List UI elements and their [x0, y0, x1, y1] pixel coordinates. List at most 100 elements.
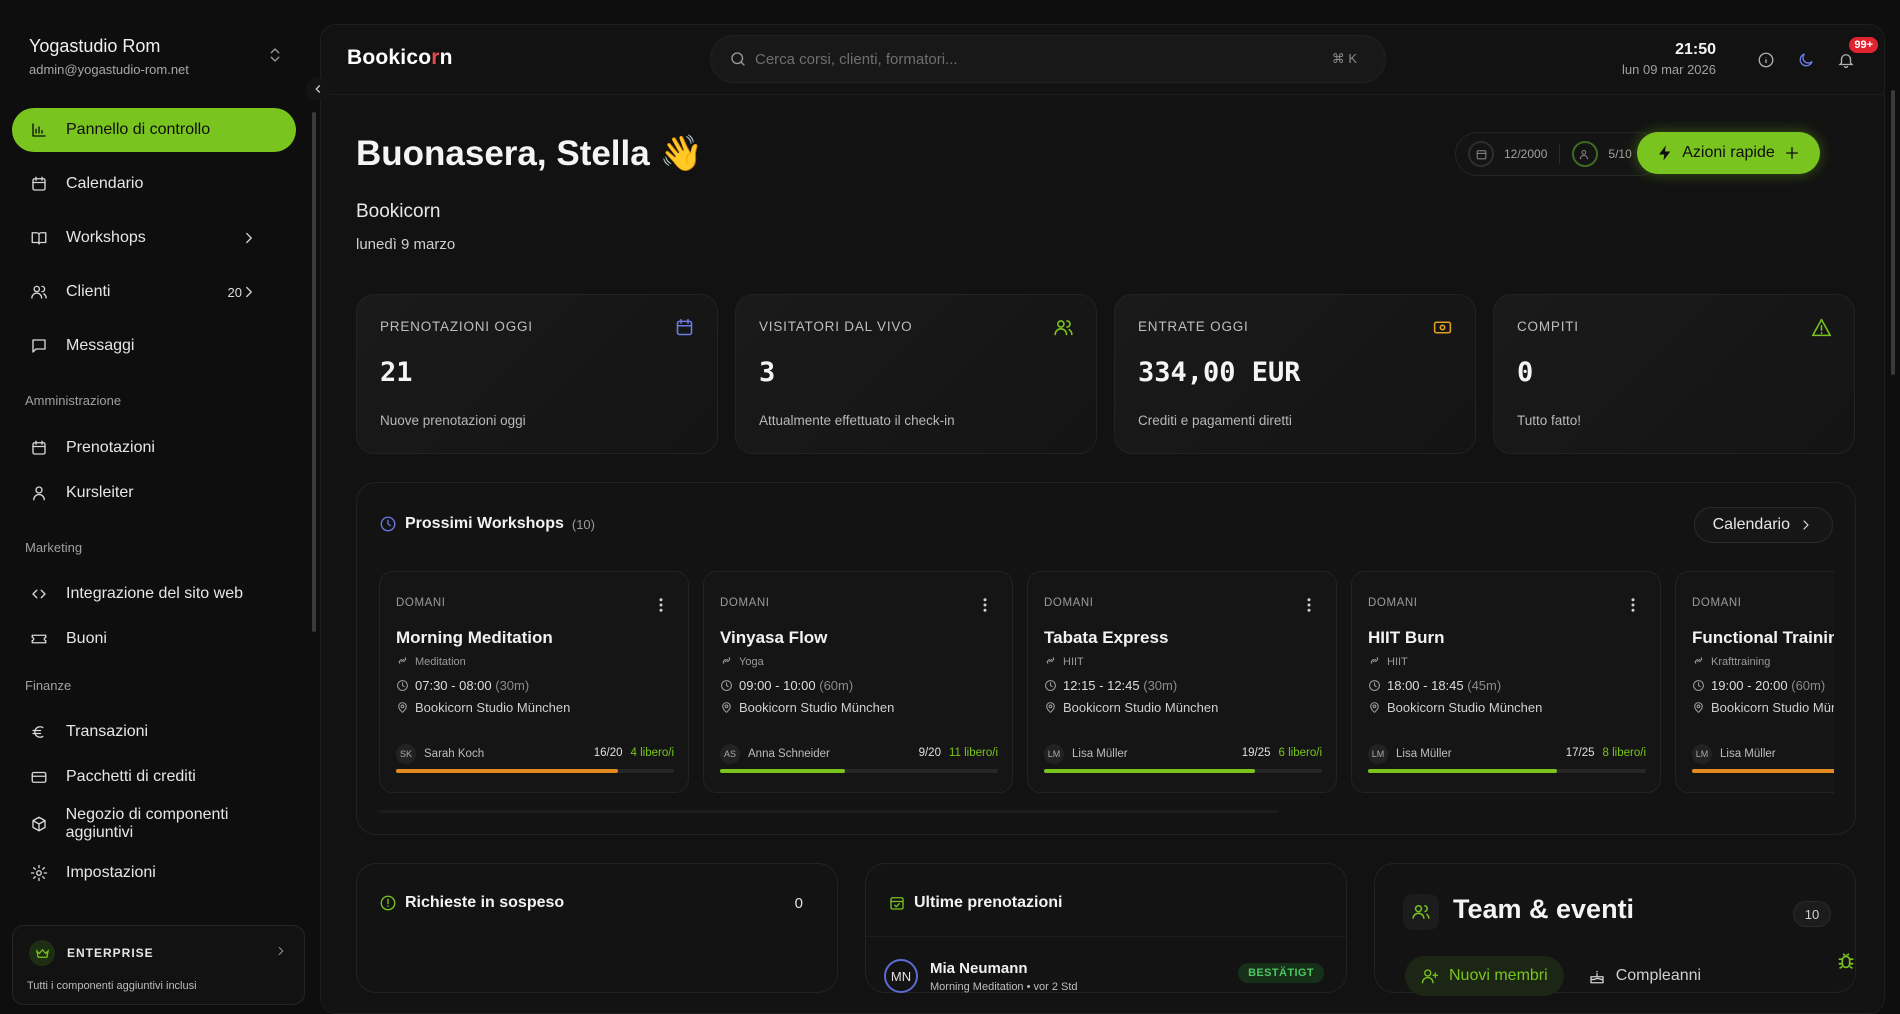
account-email: admin@yogastudio-rom.net — [29, 62, 189, 77]
enterprise-subtitle: Tutti i componenti aggiuntivi inclusi — [27, 980, 197, 992]
capacity-value: 9/20 — [918, 747, 941, 759]
workshops-count: (10) — [571, 516, 595, 532]
free-spots: 6 libero/i — [1278, 747, 1322, 759]
user-plus-icon — [1421, 967, 1439, 985]
sidebar-item-workshops[interactable]: Workshops — [12, 216, 296, 260]
duration: (60m) — [1791, 678, 1826, 693]
bug-icon[interactable] — [1835, 950, 1857, 972]
capacity-value: 17/25 — [1565, 747, 1595, 759]
booking-name: Mia Neumann — [930, 960, 1028, 977]
workshop-card[interactable]: DOMANI Morning Meditation Meditation 07:30 … — [379, 571, 689, 793]
stat-subtitle: Attualmente effettuato il check-in — [759, 413, 955, 428]
sidebar-item-label: Kursleiter — [66, 484, 134, 501]
more-vertical-icon[interactable] — [1624, 596, 1642, 614]
quick-actions-button[interactable]: Azioni rapide — [1637, 132, 1820, 174]
workshops-scrollbar[interactable] — [379, 810, 1279, 813]
sidebar-item-bookings[interactable]: Prenotazioni — [12, 426, 296, 470]
users-icon — [1403, 894, 1439, 930]
sidebar-item-clients[interactable]: Clienti 20 — [12, 270, 296, 314]
workshop-instructor: SK Sarah Koch — [396, 744, 484, 764]
workshop-location: Bookicorn Studio München — [1368, 700, 1542, 715]
workshop-instructor: LM Lisa Müller — [1044, 744, 1128, 764]
pending-requests-panel: Richieste in sospeso 0 — [356, 863, 838, 993]
stat-card-bookings-today[interactable]: PRENOTAZIONI OGGI 21 Nuove prenotazioni … — [356, 294, 718, 454]
logo-text-c: n — [439, 46, 453, 69]
lightning-icon — [1656, 144, 1674, 162]
category-label: HIIT — [1387, 656, 1408, 668]
clock: 21:50 lun 09 mar 2026 — [1622, 41, 1716, 77]
sidebar-item-dashboard[interactable]: Pannello di controllo — [12, 108, 296, 152]
workshop-time: 09:00 - 10:00 (60m) — [720, 678, 853, 693]
free-spots: 4 libero/i — [630, 747, 674, 759]
main-panel: Bookicorn Cerca corsi, clienti, formator… — [320, 24, 1885, 1014]
message-icon — [29, 337, 49, 355]
tab-birthdays[interactable]: Compleanni — [1572, 956, 1717, 996]
tag-icon — [1044, 654, 1057, 667]
workshop-card[interactable]: DOMANI HIIT Burn HIIT 18:00 - 18:45 (45m) Bo… — [1351, 571, 1661, 793]
search-bar[interactable]: Cerca corsi, clienti, formatori... ⌘ K — [710, 35, 1386, 83]
location-label: Bookicorn Studio München — [1387, 700, 1543, 715]
upcoming-workshops-panel: Prossimi Workshops (10) Calendario DOMAN… — [356, 482, 1856, 835]
clock-date: lun 09 mar 2026 — [1622, 62, 1716, 77]
avatar: SK — [396, 744, 416, 764]
stat-card-tasks[interactable]: COMPITI 0 Tutto fatto! — [1493, 294, 1855, 454]
sidebar-item-messages[interactable]: Messaggi — [12, 324, 296, 368]
search-input[interactable]: Cerca corsi, clienti, formatori... — [755, 50, 958, 68]
more-vertical-icon[interactable] — [1300, 596, 1318, 614]
capacity-value: 19/25 — [1241, 747, 1271, 759]
bell-icon[interactable] — [1834, 48, 1858, 72]
category-label: Krafttraining — [1711, 656, 1771, 668]
calendar-button[interactable]: Calendario — [1693, 507, 1833, 543]
tab-new-members[interactable]: Nuovi membri — [1405, 956, 1564, 996]
instructor-name: Lisa Müller — [1396, 748, 1452, 760]
map-pin-icon — [396, 701, 409, 714]
category-label: Yoga — [739, 656, 764, 668]
info-icon[interactable] — [1754, 48, 1778, 72]
sidebar-item-label: Transazioni — [66, 723, 149, 740]
enterprise-plan-card[interactable]: ENTERPRISE Tutti i componenti aggiuntivi… — [12, 925, 305, 1005]
collapse-sidebar-button[interactable] — [306, 77, 330, 101]
time-range: 09:00 - 10:00 — [739, 678, 816, 693]
account-info[interactable]: Yogastudio Rom admin@yogastudio-rom.net — [29, 36, 189, 77]
stat-card-revenue-today[interactable]: ENTRATE OGGI 334,00 EUR Crediti e pagame… — [1114, 294, 1476, 454]
status-badge: BESTÄTIGT — [1238, 963, 1324, 983]
main-scrollbar[interactable] — [1891, 90, 1895, 375]
logo[interactable]: Bookicorn — [347, 46, 453, 70]
sidebar-item-transactions[interactable]: Transazioni — [12, 710, 296, 754]
more-vertical-icon[interactable] — [976, 596, 994, 614]
gear-icon — [29, 864, 49, 882]
sidebar-item-settings[interactable]: Impostazioni — [12, 851, 296, 895]
stat-title: VISITATORI DAL VIVO — [759, 319, 913, 334]
sidebar-item-label: Messaggi — [66, 337, 135, 354]
sidebar-item-addon-shop[interactable]: Negozio di componenti aggiuntivi — [12, 802, 296, 846]
sidebar-item-credit-packs[interactable]: Pacchetti di crediti — [12, 755, 296, 799]
sidebar-item-label: Negozio di componenti aggiuntivi — [65, 806, 229, 841]
workshop-card[interactable]: DOMANI Vinyasa Flow Yoga 09:00 - 10:00 (60m… — [703, 571, 1013, 793]
sidebar-item-website[interactable]: Integrazione del sito web — [12, 572, 296, 616]
workshop-location: Bookicorn Studio München — [1044, 700, 1218, 715]
calendar-icon — [29, 439, 49, 457]
chevrons-up-down-icon[interactable] — [266, 46, 284, 64]
stat-card-live-visitors[interactable]: VISITATORI DAL VIVO 3 Attualmente effett… — [735, 294, 1097, 454]
sidebar-item-vouchers[interactable]: Buoni — [12, 617, 296, 661]
calendar-icon — [29, 175, 49, 193]
workshop-title: Tabata Express — [1044, 628, 1169, 647]
moon-icon[interactable] — [1794, 48, 1818, 72]
sidebar-item-instructors[interactable]: Kursleiter — [12, 471, 296, 515]
logo-text-b: r — [431, 46, 440, 69]
sidebar-item-calendar[interactable]: Calendario — [12, 162, 296, 206]
avatar: MN — [884, 959, 918, 993]
workshop-capacity: 19/25 6 libero/i — [1242, 747, 1322, 759]
calendar-button-label: Calendario — [1712, 516, 1790, 533]
plus-icon — [1783, 144, 1801, 162]
workshops-header: Prossimi Workshops (10) — [379, 515, 595, 533]
sidebar-scrollbar[interactable] — [312, 112, 316, 632]
more-vertical-icon[interactable] — [652, 596, 670, 614]
workshop-when: DOMANI — [1044, 597, 1094, 609]
workshop-card[interactable]: DOMANI Tabata Express HIIT 12:15 - 12:45 (3… — [1027, 571, 1337, 793]
capacity-progress — [1044, 769, 1322, 773]
booking-row[interactable]: MN Mia Neumann Morning Meditation • vor … — [866, 936, 1346, 993]
workshop-title: HIIT Burn — [1368, 628, 1445, 647]
workshop-instructor: LM Lisa Müller — [1692, 744, 1776, 764]
workshop-card[interactable]: DOMANI Functional Training Krafttraining 19… — [1675, 571, 1834, 793]
